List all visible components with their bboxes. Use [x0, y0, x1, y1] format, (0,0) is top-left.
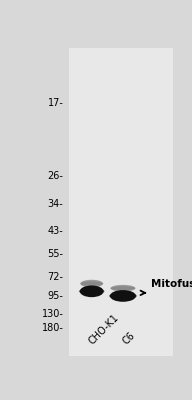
Text: 26-: 26-	[48, 171, 63, 181]
Ellipse shape	[109, 294, 137, 298]
Ellipse shape	[110, 286, 136, 290]
Text: Mitofusin 1: Mitofusin 1	[151, 279, 192, 289]
Ellipse shape	[79, 290, 105, 293]
Ellipse shape	[111, 285, 135, 292]
Text: 95-: 95-	[48, 291, 63, 301]
Text: 130-: 130-	[41, 310, 63, 320]
Text: CHO-K1: CHO-K1	[87, 313, 121, 347]
Ellipse shape	[109, 292, 137, 300]
Text: 17-: 17-	[48, 98, 63, 108]
Ellipse shape	[80, 286, 104, 297]
Text: 43-: 43-	[48, 226, 63, 236]
Text: 180-: 180-	[41, 323, 63, 333]
Text: 34-: 34-	[48, 198, 63, 208]
Text: C6: C6	[121, 330, 137, 347]
Ellipse shape	[80, 281, 104, 286]
Ellipse shape	[110, 290, 136, 302]
Bar	[69, 48, 173, 356]
Ellipse shape	[80, 280, 103, 288]
Ellipse shape	[79, 289, 105, 294]
Text: 55-: 55-	[47, 249, 63, 259]
Ellipse shape	[79, 288, 104, 295]
Ellipse shape	[109, 294, 137, 298]
Text: 72-: 72-	[47, 272, 63, 282]
